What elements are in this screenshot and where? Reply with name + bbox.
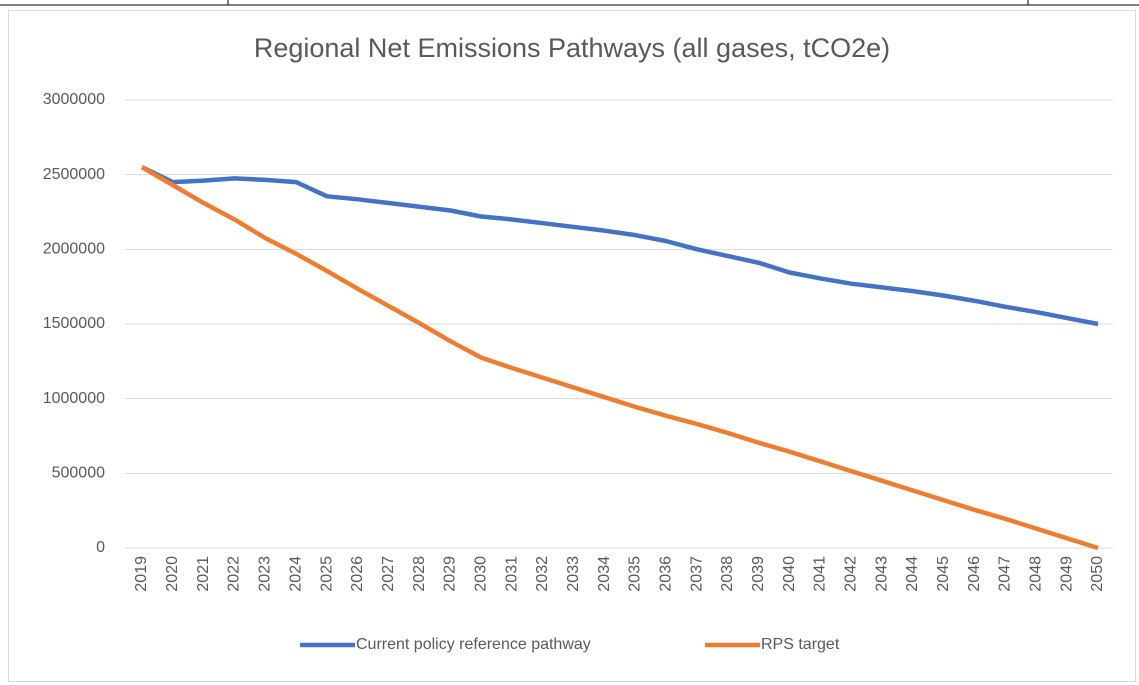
- x-tick-label: 2036: [657, 556, 674, 592]
- y-tick-label: 2000000: [43, 241, 105, 258]
- x-tick-label: 2046: [966, 556, 983, 592]
- y-tick-label: 2500000: [43, 166, 105, 183]
- x-tick-label: 2035: [627, 556, 644, 592]
- x-tick-label: 2027: [380, 556, 397, 592]
- x-tick-label: 2020: [164, 556, 181, 592]
- x-tick-label: 2033: [565, 556, 582, 592]
- x-tick-label: 2050: [1089, 556, 1106, 592]
- y-tick-label: 0: [96, 539, 105, 556]
- x-tick-label: 2022: [226, 556, 243, 592]
- x-tick-label: 2025: [318, 556, 335, 592]
- legend-label: Current policy reference pathway: [356, 636, 591, 653]
- x-tick-label: 2045: [935, 556, 952, 592]
- x-tick-label: 2039: [750, 556, 767, 592]
- x-tick-label: 2042: [843, 556, 860, 592]
- chart-title: Regional Net Emissions Pathways (all gas…: [254, 33, 890, 63]
- x-tick-label: 2048: [1028, 556, 1045, 592]
- x-tick-label: 2043: [873, 556, 890, 592]
- x-tick-label: 2031: [503, 556, 520, 592]
- y-tick-label: 1500000: [43, 315, 105, 332]
- x-tick-label: 2029: [442, 556, 459, 592]
- x-tick-label: 2040: [781, 556, 798, 592]
- x-tick-label: 2034: [596, 556, 613, 592]
- x-tick-label: 2041: [812, 556, 829, 592]
- x-tick-label: 2026: [349, 556, 366, 592]
- x-tick-label: 2030: [472, 556, 489, 592]
- x-tick-label: 2028: [411, 556, 428, 592]
- x-tick-label: 2037: [688, 556, 705, 592]
- data-line: [141, 165, 1099, 327]
- x-tick-label: 2019: [133, 556, 150, 592]
- data-line: [140, 165, 1099, 551]
- y-tick-label: 500000: [52, 465, 105, 482]
- x-tick-label: 2032: [534, 556, 551, 592]
- y-tick-label: 3000000: [43, 91, 105, 108]
- x-tick-label: 2023: [257, 556, 274, 592]
- chart-frame: [8, 10, 1136, 682]
- x-tick-label: 2049: [1058, 556, 1075, 592]
- x-tick-label: 2024: [287, 556, 304, 592]
- x-tick-label: 2044: [904, 556, 921, 592]
- legend-label: RPS target: [761, 636, 840, 653]
- x-tick-label: 2021: [195, 556, 212, 592]
- y-tick-label: 1000000: [43, 390, 105, 407]
- x-tick-label: 2038: [719, 556, 736, 592]
- x-tick-label: 2047: [997, 556, 1014, 592]
